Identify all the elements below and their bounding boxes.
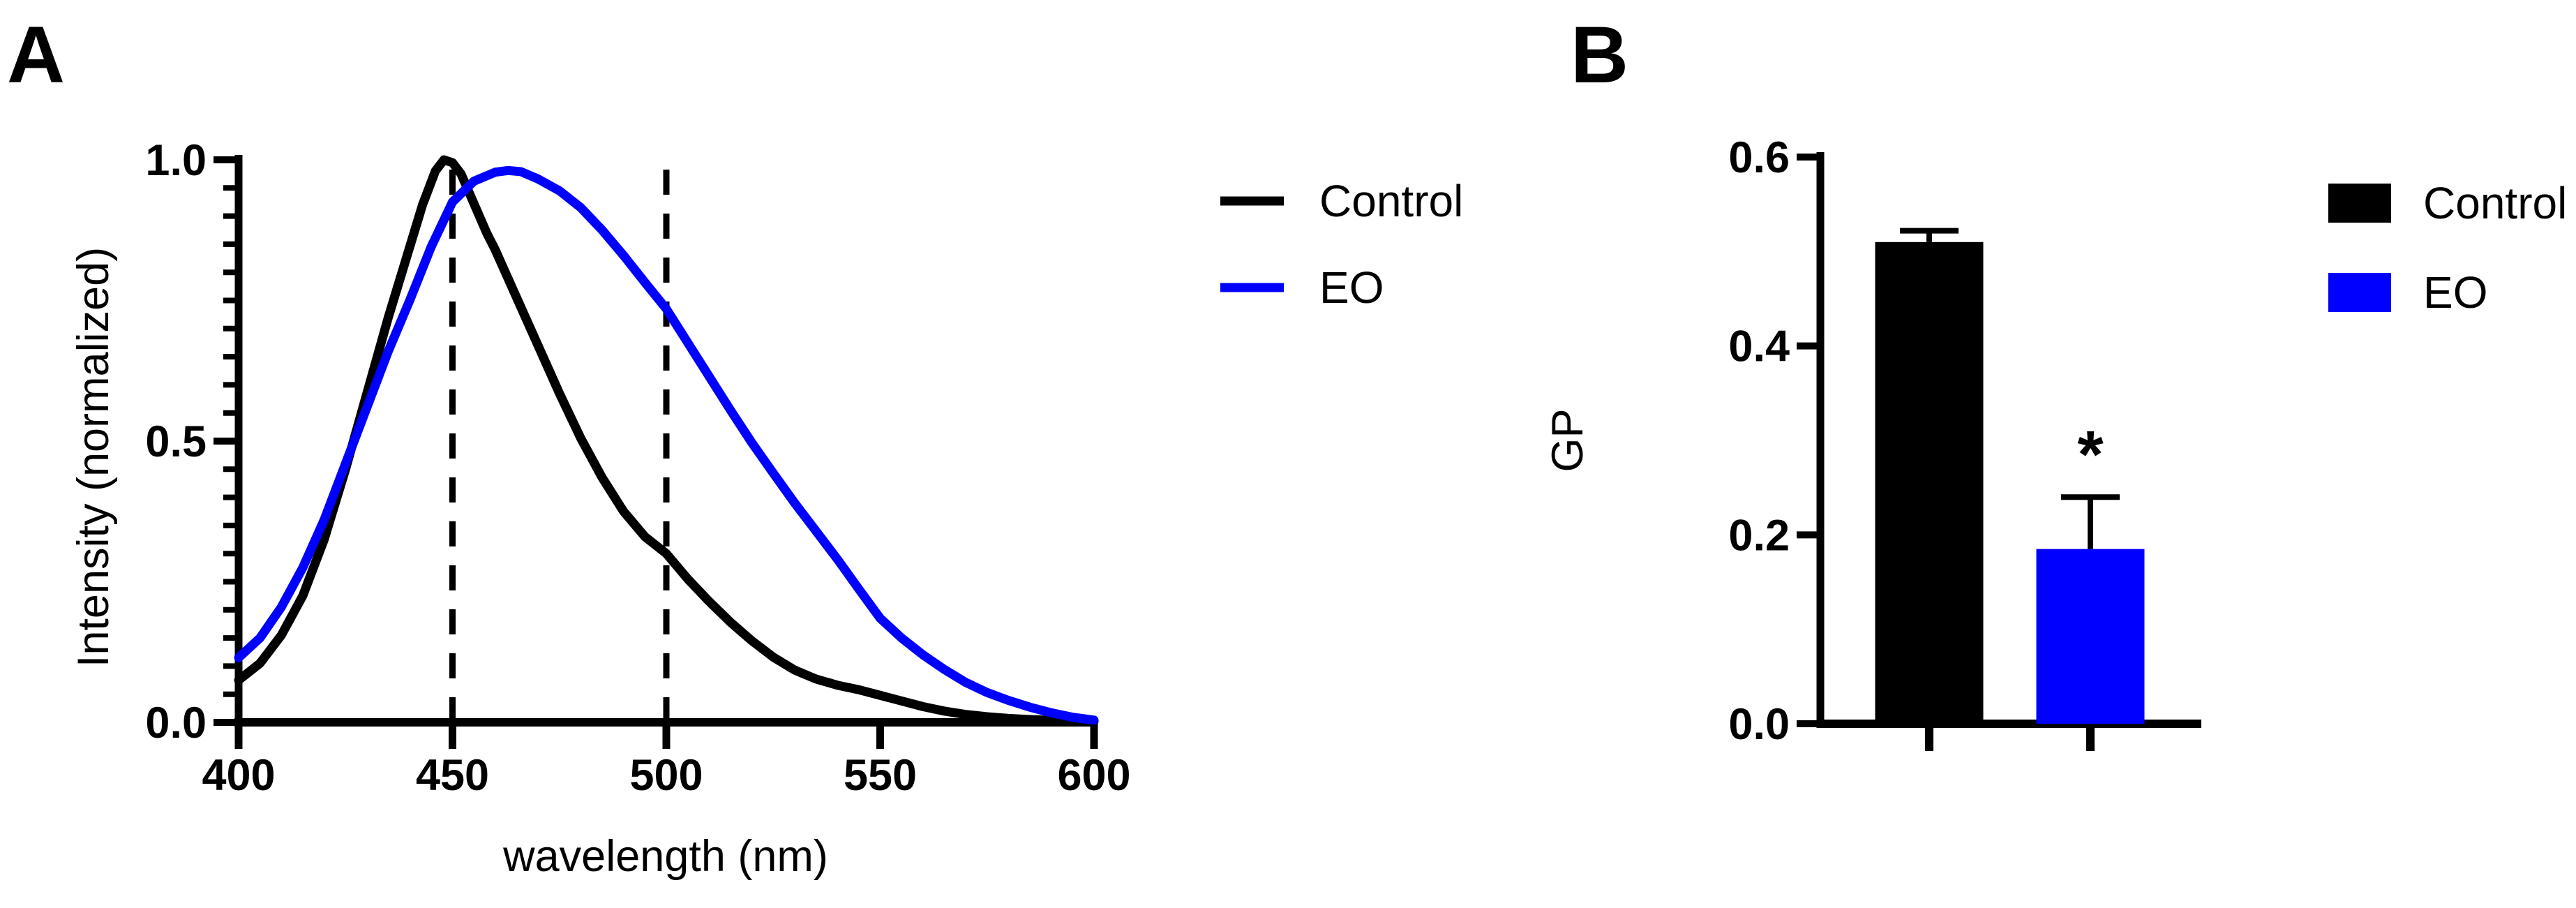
x-tick-label: 500 (629, 751, 703, 800)
y-tick-label: 0.5 (145, 417, 207, 466)
panel-b-y-axis-title: GP (1543, 408, 1592, 472)
significance-asterisk: * (2077, 417, 2104, 492)
y-tick-label: 0.0 (145, 699, 207, 747)
bar-eo (2036, 549, 2145, 724)
y-tick-label: 0.4 (1728, 322, 1790, 371)
panel-a-dashed-guides (449, 168, 670, 722)
panel-a: A 1.0 0.5 0.0 400 450 500 550 600 wavelength (… (7, 10, 1463, 881)
control-square-swatch (2328, 184, 2391, 223)
eo-square-swatch (2328, 273, 2391, 312)
panel-b: B 0.0 0.2 0.4 0.6 * GP Control EO (1543, 10, 2567, 751)
x-tick-label: 600 (1057, 751, 1130, 800)
y-tick-label: 1.0 (145, 136, 207, 185)
panel-a-y-axis-title: Intensity (normalized) (69, 247, 118, 667)
panel-a-label: A (7, 10, 65, 100)
x-tick-label: 550 (844, 751, 917, 800)
panel-b-error-bars (1900, 228, 2120, 549)
y-tick-label: 0.6 (1728, 133, 1790, 182)
panel-a-y-major-ticks: 1.0 0.5 0.0 (145, 136, 239, 747)
panel-a-x-axis-title: wavelength (nm) (502, 832, 828, 881)
bar-control (1875, 241, 1984, 724)
legend-b-label-eo: EO (2423, 267, 2487, 318)
panel-a-x-ticks: 400 450 500 550 600 (202, 722, 1131, 800)
eo-spectrum-curve (234, 165, 1099, 725)
panel-a-legend: Control EO (1220, 176, 1463, 313)
panel-b-x-ticks (1925, 728, 2095, 751)
x-tick-label: 450 (416, 751, 489, 800)
control-spectrum-curve (234, 155, 1099, 726)
panel-b-label: B (1571, 10, 1628, 100)
y-tick-label: 0.0 (1728, 700, 1790, 749)
legend-b-label-control: Control (2423, 178, 2567, 228)
panel-a-y-minor-ticks (223, 185, 239, 697)
panel-b-y-ticks: 0.0 0.2 0.4 0.6 (1728, 133, 1820, 749)
x-tick-label: 400 (202, 751, 275, 800)
legend-label-eo: EO (1319, 262, 1384, 313)
panel-b-legend: Control EO (2328, 178, 2567, 318)
y-tick-label: 0.2 (1728, 511, 1790, 560)
panel-b-bars (1875, 241, 2145, 724)
legend-label-control: Control (1319, 176, 1463, 226)
